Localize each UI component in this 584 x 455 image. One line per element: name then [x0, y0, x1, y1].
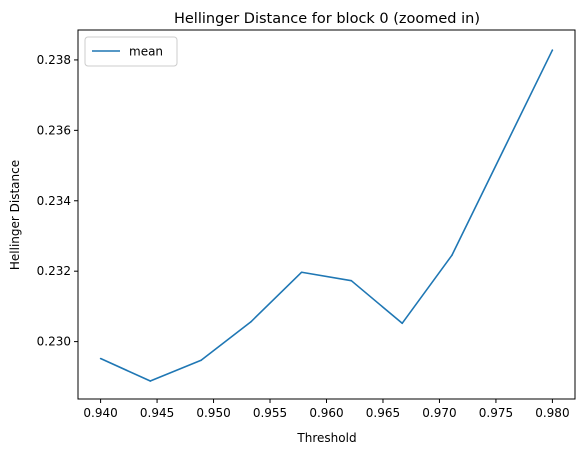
y-tick-label: 0.234 [37, 194, 71, 208]
y-tick-label: 0.238 [37, 53, 71, 67]
data-point [451, 254, 453, 257]
x-axis-label: Threshold [296, 431, 356, 445]
data-point [99, 357, 102, 360]
x-tick-label: 0.950 [196, 406, 230, 420]
series-group [99, 49, 554, 382]
y-axis: 0.230 0.232 0.234 0.236 0.238 [37, 53, 78, 349]
data-point [401, 322, 403, 325]
legend-box [84, 36, 178, 67]
x-tick-label: 0.960 [309, 406, 343, 420]
y-tick-label: 0.232 [37, 264, 71, 278]
legend: mean [84, 36, 178, 67]
data-point [501, 150, 504, 153]
x-tick-label: 0.975 [479, 406, 513, 420]
data-point [149, 380, 152, 382]
x-tick-label: 0.965 [366, 406, 400, 420]
x-tick-label: 0.970 [422, 406, 456, 420]
plot-area: 0.940 0.945 0.950 0.955 0.960 0.965 0.970 0.975… [37, 29, 576, 420]
data-point [551, 49, 554, 51]
y-axis-label: Hellinger Distance [8, 160, 22, 270]
x-axis: 0.940 0.945 0.950 0.955 0.960 0.965 0.970 0.975… [83, 399, 570, 420]
series-line-mean [100, 49, 554, 382]
data-point [350, 279, 353, 282]
x-tick-label: 0.940 [83, 406, 117, 420]
x-tick-label: 0.955 [253, 406, 287, 420]
data-point [300, 271, 303, 274]
chart-title: Hellinger Distance for block 0 (zoomed i… [174, 11, 480, 27]
data-point [200, 359, 202, 362]
x-tick-label: 0.980 [535, 406, 569, 420]
x-tick-label: 0.945 [140, 406, 174, 420]
data-point [250, 321, 252, 323]
y-tick-label: 0.230 [37, 335, 71, 349]
legend-label-mean: mean [129, 45, 163, 59]
y-tick-label: 0.236 [37, 123, 71, 137]
